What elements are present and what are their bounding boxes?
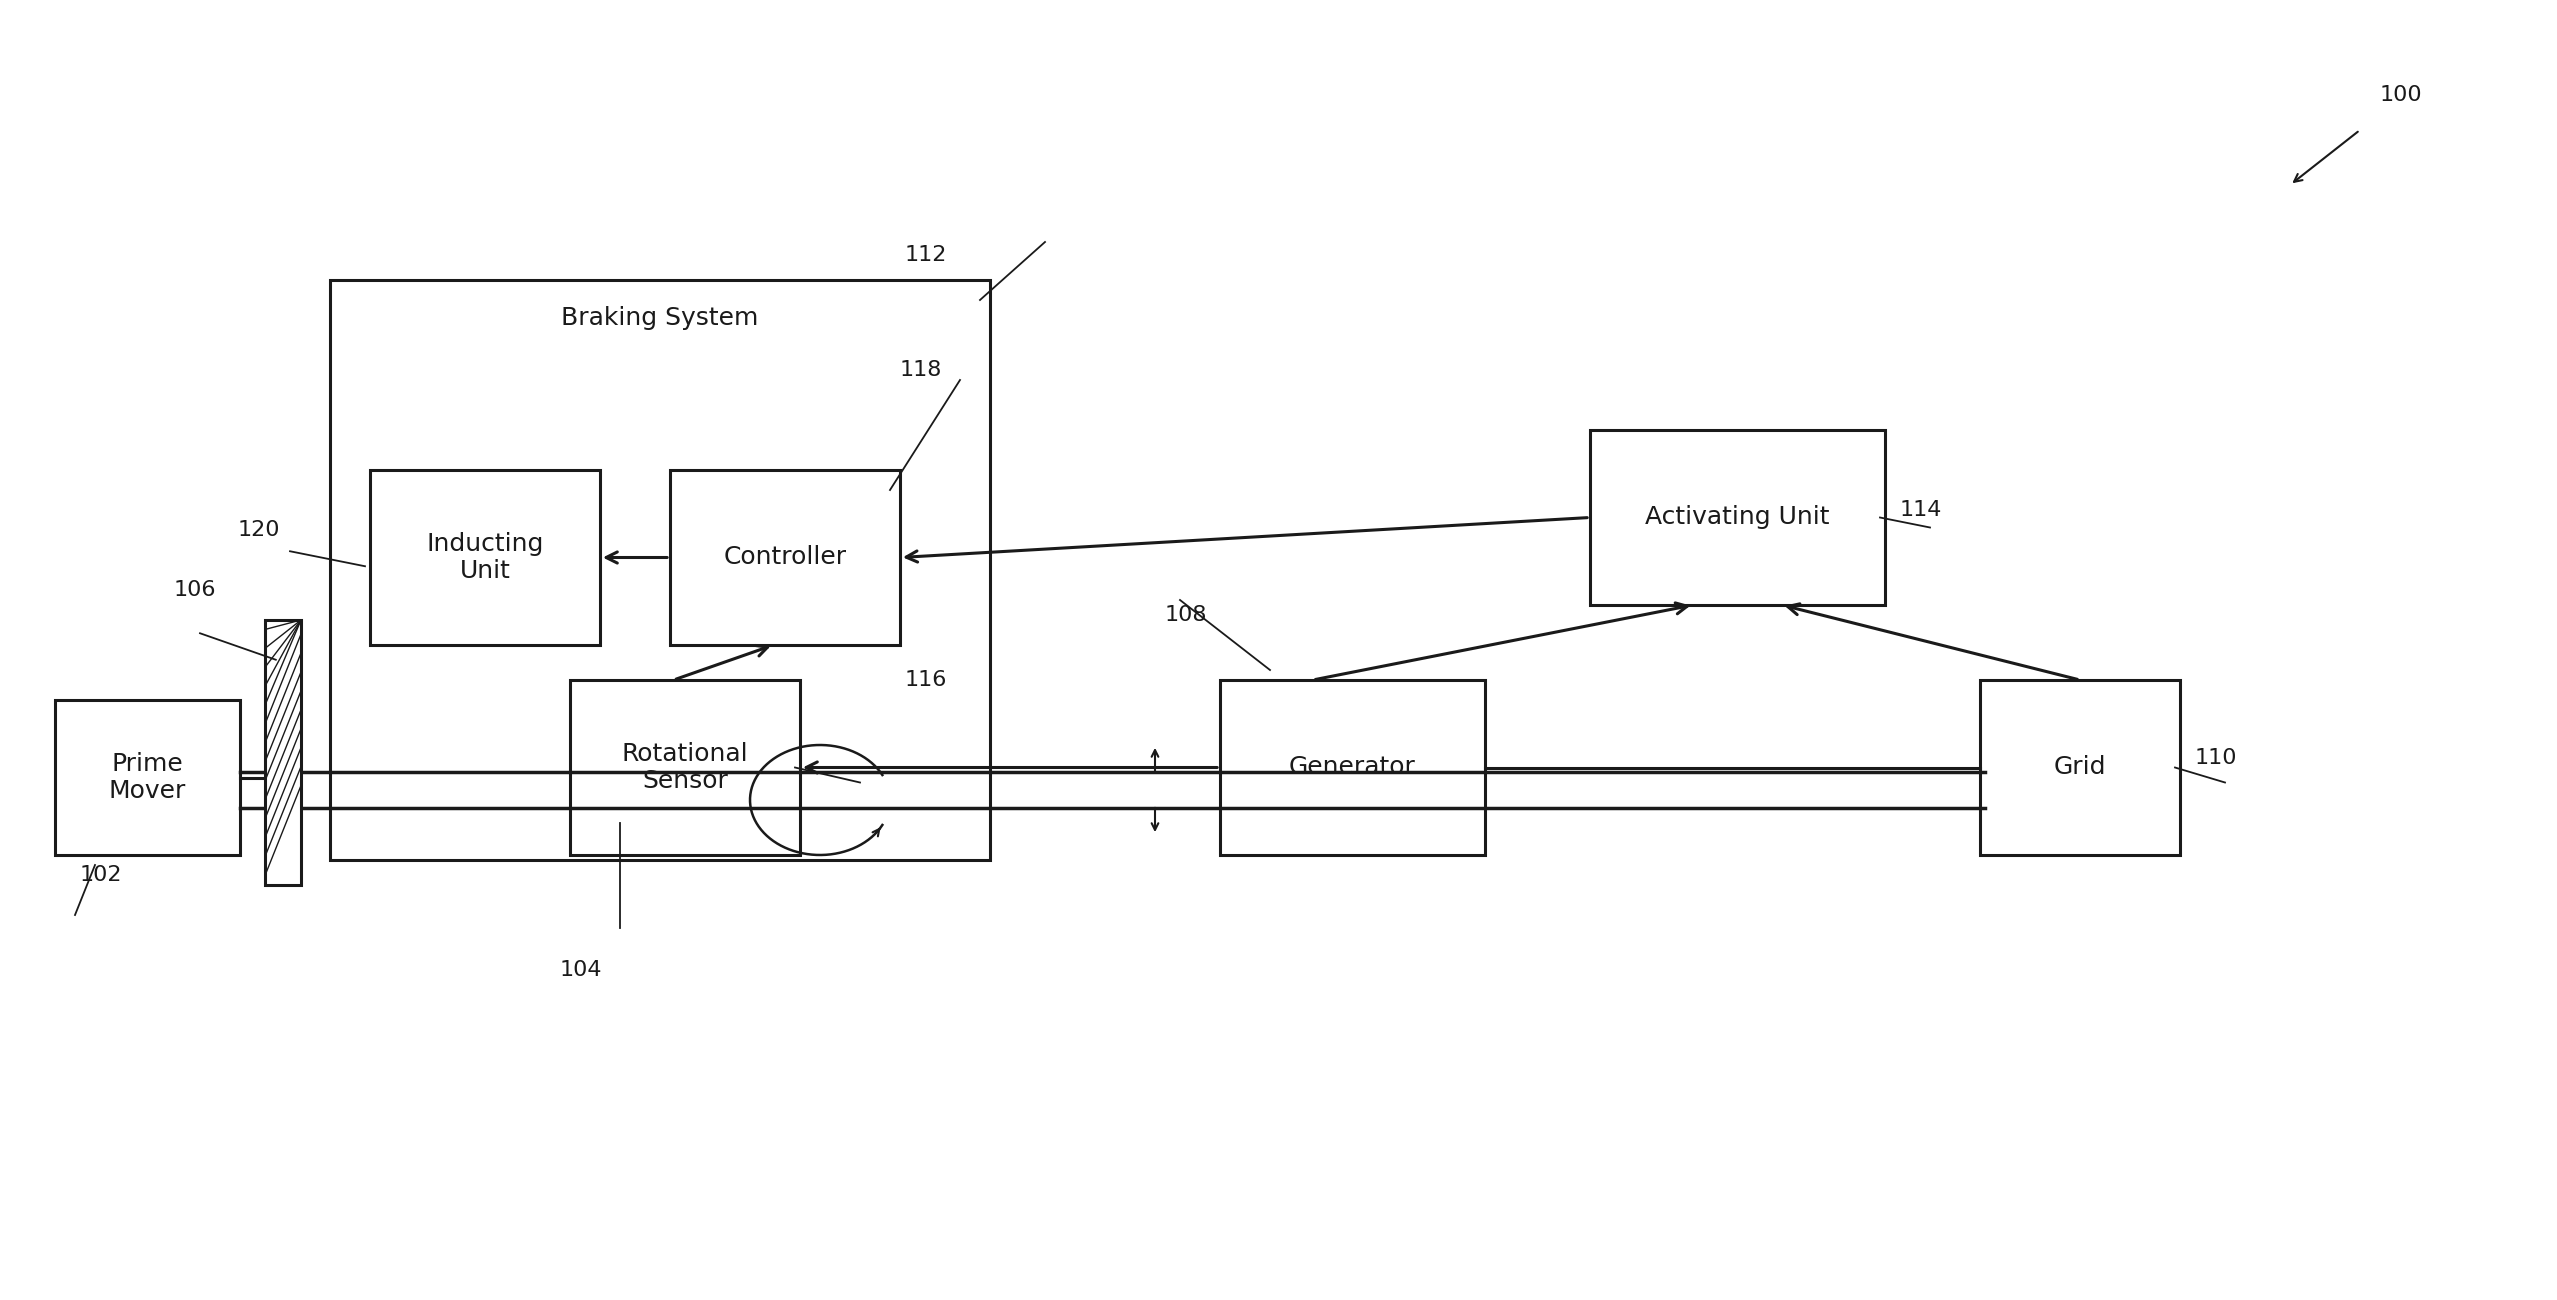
Text: 104: 104 [560,959,603,980]
Bar [1220,680,1486,855]
Text: 110: 110 [2194,747,2237,768]
Text: 120: 120 [238,520,281,540]
Bar [330,280,990,861]
Bar [1590,430,1885,604]
Text: Activating Unit: Activating Unit [1644,506,1831,529]
Text: 112: 112 [905,244,949,265]
Text: 102: 102 [79,864,123,885]
Text: Braking System: Braking System [563,306,759,330]
Text: 116: 116 [905,670,949,690]
Text: 106: 106 [174,580,217,601]
Text: Grid: Grid [2053,755,2107,780]
Bar [266,620,302,885]
Text: 118: 118 [900,360,944,380]
Bar [56,699,240,855]
Text: Controller: Controller [724,546,846,569]
Text: 100: 100 [2381,84,2421,105]
Bar [371,471,601,645]
Text: Prime
Mover: Prime Mover [110,751,187,803]
Text: Generator: Generator [1289,755,1417,780]
Text: Rotational
Sensor: Rotational Sensor [621,741,749,793]
Bar [570,680,800,855]
Text: 108: 108 [1166,604,1207,625]
Text: 114: 114 [1900,500,1943,520]
Bar [1979,680,2181,855]
Text: Inducting
Unit: Inducting Unit [427,532,545,584]
Bar [670,471,900,645]
